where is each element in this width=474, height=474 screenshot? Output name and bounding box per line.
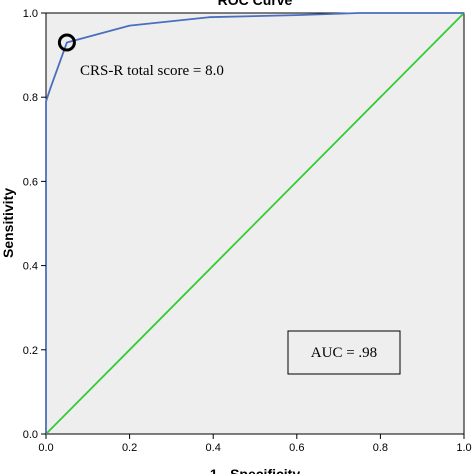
- y-tick-label: 0.2: [23, 345, 38, 357]
- y-tick-labels: 0.0 0.2 0.4 0.6 0.8 1.0: [23, 8, 38, 441]
- x-tick-label: 0.4: [206, 442, 221, 454]
- x-tick-label: 1.0: [456, 442, 471, 454]
- y-tick-label: 1.0: [23, 8, 38, 20]
- y-tick-label: 0.0: [23, 429, 38, 441]
- y-tick-label: 0.6: [23, 176, 38, 188]
- x-tick-label: 0.6: [289, 442, 304, 454]
- auc-annotation: AUC = .98: [311, 345, 377, 361]
- x-tick-label: 0.2: [122, 442, 137, 454]
- y-tick-label: 0.8: [23, 92, 38, 104]
- chart-title: ROC Curve: [218, 0, 293, 8]
- x-axis-title: 1 - Specificity: [210, 466, 300, 474]
- x-tick-labels: 0.0 0.2 0.4 0.6 0.8 1.0: [38, 442, 471, 454]
- y-axis-title: Sensitivity: [0, 188, 16, 258]
- x-tick-label: 0.0: [38, 442, 53, 454]
- cutoff-annotation: CRS-R total score = 8.0: [80, 63, 224, 79]
- y-tick-label: 0.4: [23, 261, 38, 273]
- x-tick-label: 0.8: [373, 442, 388, 454]
